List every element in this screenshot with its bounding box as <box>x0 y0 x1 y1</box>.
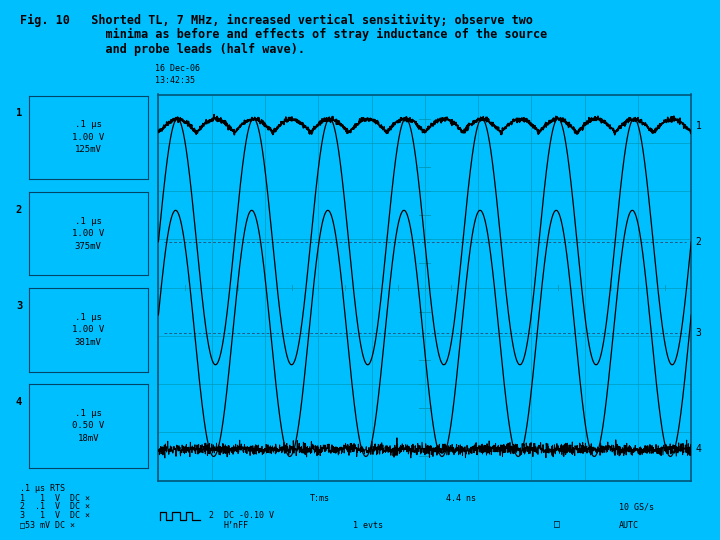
Text: minima as before and effects of stray inductance of the source: minima as before and effects of stray in… <box>20 28 547 41</box>
Text: 2  .1  V  DC ×: 2 .1 V DC × <box>20 502 90 511</box>
Text: 16 Dec-06: 16 Dec-06 <box>155 64 200 73</box>
Text: 1 evts: 1 evts <box>353 521 383 530</box>
Text: 2: 2 <box>16 205 22 214</box>
Text: .1 μs
1.00 V
125mV: .1 μs 1.00 V 125mV <box>72 120 104 154</box>
Text: 13:42:35: 13:42:35 <box>155 76 195 85</box>
Text: □: □ <box>554 519 560 530</box>
Text: 4.4 ns: 4.4 ns <box>446 494 477 503</box>
Text: and probe leads (half wave).: and probe leads (half wave). <box>20 43 305 56</box>
Text: 1: 1 <box>696 121 701 131</box>
Text: AUTC: AUTC <box>619 521 639 530</box>
Text: .1 μs
0.50 V
18mV: .1 μs 0.50 V 18mV <box>72 409 104 443</box>
Text: H’nFF: H’nFF <box>223 521 248 530</box>
Text: .1 μs RTS: .1 μs RTS <box>20 484 65 494</box>
Text: T:ms: T:ms <box>310 494 330 503</box>
Text: 4: 4 <box>16 397 22 407</box>
Text: □53 mV DC ×: □53 mV DC × <box>20 521 75 530</box>
Text: .1 μs
1.00 V
375mV: .1 μs 1.00 V 375mV <box>72 217 104 251</box>
Text: 3: 3 <box>16 301 22 310</box>
Text: 1   1  V  DC ×: 1 1 V DC × <box>20 494 90 503</box>
Text: Fig. 10   Shorted TL, 7 MHz, increased vertical sensitivity; observe two: Fig. 10 Shorted TL, 7 MHz, increased ver… <box>20 14 533 26</box>
Text: 2: 2 <box>696 237 701 247</box>
Text: .1 μs
1.00 V
381mV: .1 μs 1.00 V 381mV <box>72 313 104 347</box>
Text: 10 GS/s: 10 GS/s <box>619 502 654 511</box>
Text: 3   1  V  DC ×: 3 1 V DC × <box>20 511 90 521</box>
Text: 2  DC -0.10 V: 2 DC -0.10 V <box>209 511 274 521</box>
Text: 4: 4 <box>696 444 701 454</box>
Text: 3: 3 <box>696 328 701 339</box>
Text: 1: 1 <box>16 109 22 118</box>
